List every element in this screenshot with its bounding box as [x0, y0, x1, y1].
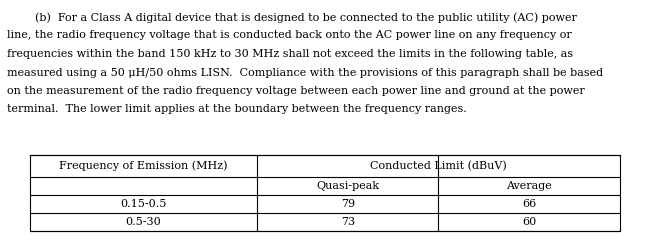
Text: Frequency of Emission (MHz): Frequency of Emission (MHz) [59, 161, 228, 171]
Text: 79: 79 [341, 199, 355, 209]
Text: 73: 73 [341, 217, 355, 227]
Text: 66: 66 [522, 199, 536, 209]
Text: on the measurement of the radio frequency voltage between each power line and gr: on the measurement of the radio frequenc… [7, 86, 585, 96]
Bar [30, 155, 620, 231]
Text: measured using a 50 μH/50 ohms LISN.  Compliance with the provisions of this par: measured using a 50 μH/50 ohms LISN. Com… [7, 68, 603, 78]
Text: Conducted Limit (dBuV): Conducted Limit (dBuV) [370, 161, 507, 171]
Text: terminal.  The lower limit applies at the boundary between the frequency ranges.: terminal. The lower limit applies at the… [7, 104, 467, 115]
Text: line, the radio frequency voltage that is conducted back onto the AC power line : line, the radio frequency voltage that i… [7, 30, 572, 40]
Text: (b)  For a Class A digital device that is designed to be connected to the public: (b) For a Class A digital device that is… [7, 12, 577, 22]
Text: 60: 60 [522, 217, 536, 227]
Text: 0.15-0.5: 0.15-0.5 [120, 199, 167, 209]
Text: Average: Average [506, 181, 552, 191]
Text: Quasi-peak: Quasi-peak [316, 181, 380, 191]
Text: 0.5-30: 0.5-30 [125, 217, 161, 227]
Text: frequencies within the band 150 kHz to 30 MHz shall not exceed the limits in the: frequencies within the band 150 kHz to 3… [7, 49, 573, 59]
